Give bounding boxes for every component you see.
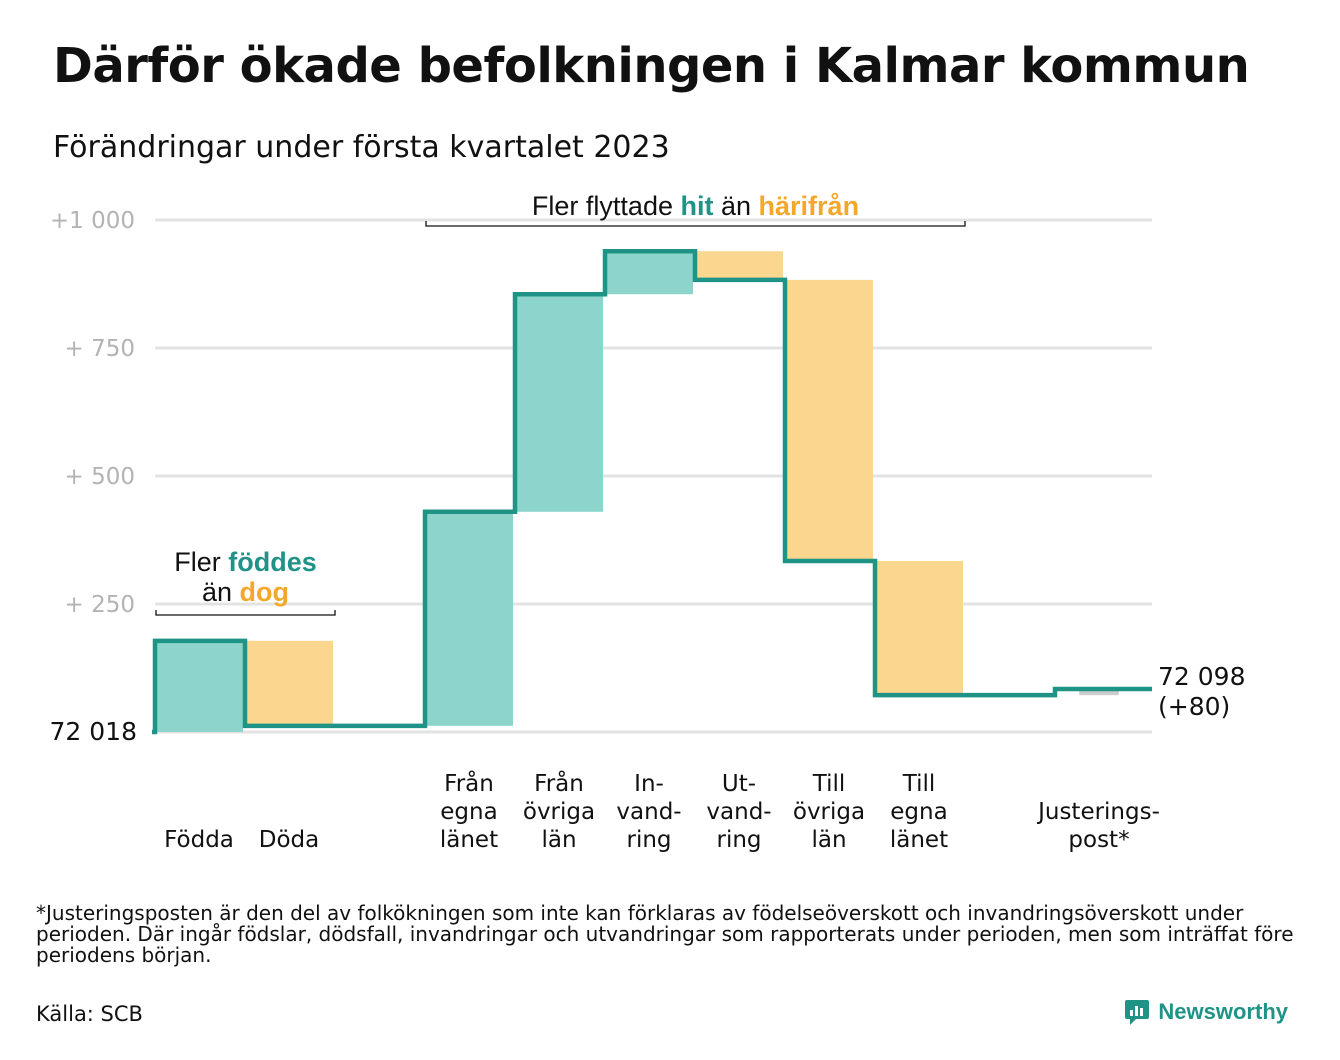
start-value-label: 72 018 (50, 717, 137, 746)
y-tick-label: +1 000 (50, 208, 135, 234)
x-category-label: Från (444, 769, 494, 797)
grid-layer (155, 218, 1152, 734)
x-category-label: Döda (259, 827, 319, 853)
source-note: Källa: SCB (36, 1002, 143, 1026)
chart-subtitle: Förändringar under första kvartalet 2023 (53, 130, 670, 165)
newsworthy-logo-icon (1125, 1000, 1150, 1025)
x-category-label: länet (440, 827, 498, 853)
x-category-label: egna (440, 799, 497, 825)
x-category-label: In- (634, 771, 664, 797)
bar-increase (515, 294, 603, 512)
annotation-plain-segment: Fler flyttade (532, 191, 681, 221)
chart-title: Därför ökade befolkningen i Kalmar kommu… (53, 38, 1250, 94)
end-value-label: (+80) (1158, 692, 1230, 721)
bar-increase (155, 640, 243, 732)
x-category-label: Justerings- (1036, 799, 1160, 825)
annotation-orange-segment: dog (240, 577, 289, 607)
end-value-label: 72 098 (1158, 662, 1245, 691)
x-category-label: egna (890, 799, 947, 825)
x-category-label: ring (716, 827, 761, 853)
x-category-label: Till (812, 771, 846, 797)
x-category-label: län (811, 827, 846, 853)
footnote: *Justeringsposten är den del av folkökni… (36, 901, 1294, 967)
x-category-label: län (541, 827, 576, 853)
bar-increase (425, 511, 513, 726)
annotation-teal-segment: hit (680, 191, 713, 221)
x-category-label: länet (890, 827, 948, 853)
x-category-label: vand- (616, 799, 681, 825)
annotation-teal-segment: föddes (228, 547, 317, 577)
annotation-plain-segment: än (713, 191, 758, 221)
x-category-label: övriga (793, 799, 865, 825)
bar-adjustment (1079, 688, 1119, 696)
annotation-plain-segment: Fler (174, 547, 228, 577)
annotation-orange-segment: härifrån (759, 191, 860, 221)
annotation-bracket (155, 610, 336, 616)
annotation-bracket (425, 221, 966, 227)
bar-increase (605, 251, 693, 295)
x-category-label: Ut- (722, 771, 756, 797)
annotation-text: Fler flyttade hit än härifrån (532, 191, 859, 221)
cumulative-step-line (152, 248, 1152, 735)
y-tick-label: + 250 (65, 592, 135, 618)
brand[interactable]: Newsworthy (1124, 998, 1288, 1026)
x-category-label: Födda (164, 827, 234, 853)
bar-decrease (785, 279, 873, 561)
brand-name: Newsworthy (1158, 999, 1288, 1024)
bar-decrease (695, 251, 783, 280)
y-tick-label: + 750 (65, 336, 135, 362)
bar-decrease (875, 560, 963, 696)
x-category-label: Från (534, 769, 584, 797)
annotation-plain-segment: än (202, 577, 240, 607)
x-category-label: vand- (706, 799, 771, 825)
line-layer (152, 248, 1152, 735)
bar-decrease (245, 640, 333, 726)
x-category-label: ring (626, 827, 671, 853)
y-tick-label: + 500 (65, 464, 135, 490)
x-category-label: Till (902, 771, 936, 797)
annotation-text: än dog (202, 577, 289, 607)
x-category-label: post* (1068, 827, 1129, 853)
annotation-text: Fler föddes (174, 547, 317, 577)
x-category-label: övriga (523, 799, 595, 825)
bar-layer (155, 251, 1119, 732)
